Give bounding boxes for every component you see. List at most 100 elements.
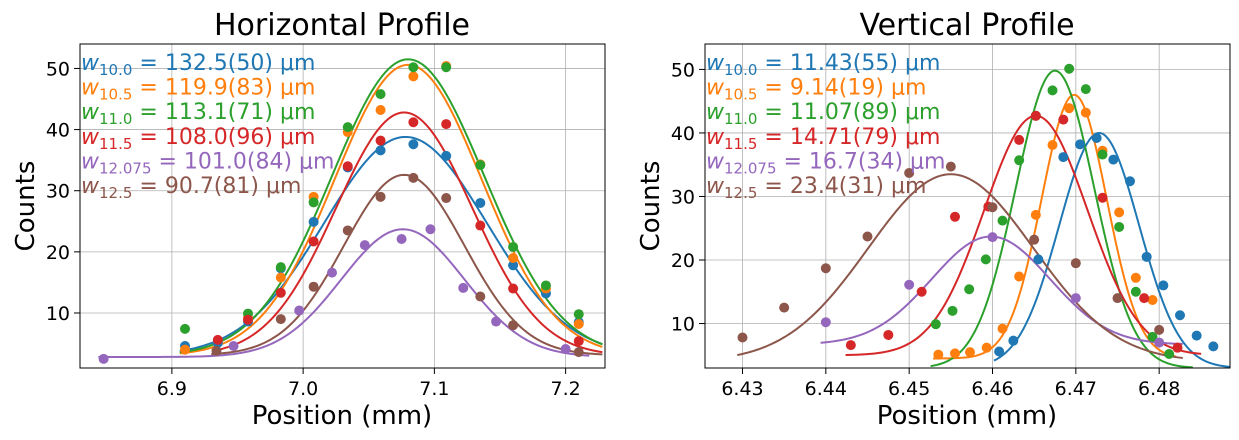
data-point xyxy=(1029,234,1040,245)
data-point xyxy=(737,332,748,343)
data-point xyxy=(342,225,353,236)
y-axis-label: Counts xyxy=(636,161,666,252)
data-point xyxy=(1130,286,1141,297)
data-point xyxy=(947,305,958,316)
data-point xyxy=(212,334,223,345)
data-point xyxy=(308,236,319,247)
data-point xyxy=(408,71,419,82)
data-point xyxy=(1158,280,1169,291)
x-tick-label: 6.43 xyxy=(721,378,763,400)
data-point xyxy=(1047,140,1058,151)
fit-curve-w11-5 xyxy=(845,114,1202,357)
fit-curve-w12-075 xyxy=(98,228,590,358)
data-point xyxy=(308,197,319,208)
x-axis-label: Position (mm) xyxy=(252,401,432,431)
data-point xyxy=(573,336,584,347)
legend-entry: w10.5 = 9.14(19) μm xyxy=(706,76,926,104)
data-point xyxy=(1075,139,1085,150)
y-tick-label: 20 xyxy=(46,242,70,264)
legend-entry: w10.5 = 119.9(83) μm xyxy=(81,76,315,104)
data-point xyxy=(1097,192,1108,203)
legend-entry: w11.5 = 14.71(79) μm xyxy=(706,125,940,153)
data-point xyxy=(243,314,253,325)
data-point xyxy=(294,305,305,316)
data-point xyxy=(997,215,1008,226)
plot-frame xyxy=(704,43,1231,369)
data-point xyxy=(573,309,584,320)
data-point xyxy=(987,232,998,243)
data-point xyxy=(475,160,486,171)
data-points xyxy=(98,61,584,364)
data-point xyxy=(1008,335,1019,346)
data-point xyxy=(1097,149,1108,160)
data-point xyxy=(1064,103,1075,114)
legend-entry: w11.5 = 108.0(96) μm xyxy=(81,125,315,153)
legend-entry: w11.0 = 113.1(71) μm xyxy=(81,100,315,128)
data-point xyxy=(1114,207,1125,218)
data-point xyxy=(441,193,452,204)
data-point xyxy=(916,286,927,297)
x-tick-label: 6.47 xyxy=(1055,378,1097,400)
data-point xyxy=(342,122,353,133)
y-tick-label: 10 xyxy=(46,303,70,325)
data-point xyxy=(950,211,960,222)
data-point xyxy=(1058,152,1069,163)
data-point xyxy=(408,62,419,73)
data-point xyxy=(375,89,386,100)
data-point xyxy=(1014,155,1025,166)
y-ticks: 10 20 30 40 50 xyxy=(46,58,80,325)
data-point xyxy=(981,342,992,353)
data-point xyxy=(1070,258,1081,269)
data-point xyxy=(1064,63,1075,74)
data-point xyxy=(987,202,998,213)
data-point xyxy=(560,344,571,355)
data-point xyxy=(1154,337,1165,348)
data-point xyxy=(1208,341,1219,352)
legend-entry: w11.0 = 11.07(89) μm xyxy=(706,100,940,128)
data-point xyxy=(1070,293,1081,304)
data-point xyxy=(275,314,286,325)
data-point xyxy=(308,216,319,227)
fit-curve-w10-5 xyxy=(179,63,603,355)
y-tick-label: 40 xyxy=(671,123,695,145)
data-point xyxy=(375,145,386,156)
chart-title: Horizontal Profile xyxy=(214,8,470,43)
data-point xyxy=(1154,324,1165,335)
data-point xyxy=(180,323,190,334)
x-tick-label: 7.2 xyxy=(551,378,581,400)
data-point xyxy=(933,349,944,360)
legend-entry: w12.075 = 101.0(84) μm xyxy=(81,149,334,177)
data-point xyxy=(820,317,831,328)
y-tick-label: 50 xyxy=(46,58,70,80)
legend-entry: w10.0 = 11.43(55) μm xyxy=(706,51,940,79)
data-point xyxy=(1033,254,1044,265)
data-point xyxy=(1014,134,1025,145)
data-point xyxy=(396,234,407,245)
data-point xyxy=(327,267,337,278)
data-point xyxy=(308,281,319,292)
data-point xyxy=(779,302,790,313)
fit-curve-w10-0 xyxy=(993,131,1231,368)
data-point xyxy=(1175,310,1185,321)
data-point xyxy=(964,284,975,295)
data-point xyxy=(408,117,419,128)
data-point xyxy=(275,287,286,298)
data-point xyxy=(425,224,436,235)
data-point xyxy=(1047,85,1058,96)
data-point xyxy=(1112,293,1123,304)
data-point xyxy=(950,348,960,359)
y-tick-label: 30 xyxy=(46,181,70,203)
data-point xyxy=(862,231,873,242)
fit-curve-w10-5 xyxy=(933,93,1177,360)
data-point xyxy=(441,119,452,130)
legend-entry: w10.0 = 132.5(50) μm xyxy=(81,51,315,79)
data-point xyxy=(508,320,519,331)
y-tick-label: 40 xyxy=(46,120,70,142)
x-tick-label: 6.45 xyxy=(888,378,930,400)
grid xyxy=(705,44,1230,368)
data-point xyxy=(375,191,386,202)
data-point xyxy=(1130,272,1141,283)
